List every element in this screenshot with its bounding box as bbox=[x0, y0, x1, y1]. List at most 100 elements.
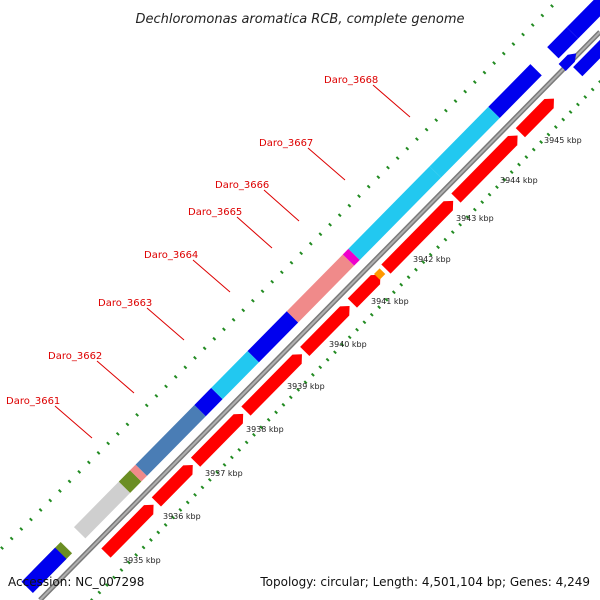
outer-tick bbox=[328, 222, 332, 227]
outer-tick bbox=[250, 298, 255, 303]
scale-tick bbox=[325, 357, 330, 362]
outer-tick bbox=[231, 317, 236, 322]
cds-track bbox=[101, 39, 600, 558]
kbp-tick-label: 3940 kbp bbox=[329, 340, 367, 349]
scale-tick bbox=[546, 132, 551, 137]
genome-summary-text: Topology: circular; Length: 4,501,104 bp… bbox=[259, 575, 590, 589]
scale-tick bbox=[355, 327, 359, 332]
scale-tick bbox=[119, 568, 124, 572]
kbp-tick-label: 3939 kbp bbox=[287, 382, 325, 391]
outer-tick bbox=[135, 412, 139, 417]
cds-arrow bbox=[515, 98, 554, 138]
scale-tick bbox=[502, 177, 507, 182]
scale-tick bbox=[576, 102, 580, 107]
outer-tick bbox=[540, 13, 545, 18]
outer-tick bbox=[308, 241, 313, 246]
scale-tick bbox=[524, 155, 529, 159]
outer-tick bbox=[415, 137, 419, 142]
scale-tick bbox=[480, 200, 485, 205]
outer-tick bbox=[115, 431, 120, 436]
gene-leader-line bbox=[54, 405, 93, 439]
scale-tick bbox=[237, 447, 242, 452]
gene-label: Daro_3663 bbox=[98, 298, 152, 309]
gene-labels: Daro_3661 Daro_3662 Daro_3663 Daro_3664 Daro… bbox=[6, 75, 411, 439]
scale-tick bbox=[185, 500, 190, 505]
scale-tick bbox=[340, 342, 345, 347]
scale-tick bbox=[274, 410, 278, 415]
outer-tick bbox=[463, 89, 468, 94]
scale-tick bbox=[97, 590, 102, 595]
scale-tick bbox=[391, 290, 396, 295]
scale-tick bbox=[126, 560, 131, 565]
scale-tick bbox=[509, 170, 514, 174]
scale-tick bbox=[90, 598, 94, 600]
gene-leader-line bbox=[263, 189, 300, 222]
scale-tick bbox=[450, 230, 455, 235]
scale-tick bbox=[296, 387, 301, 392]
scale-tick bbox=[193, 492, 197, 497]
gene-leader-line bbox=[192, 259, 231, 293]
scale-tick bbox=[553, 125, 558, 129]
outer-tick bbox=[173, 374, 178, 379]
outer-tick bbox=[144, 403, 149, 408]
outer-tick bbox=[395, 156, 400, 161]
outer-feature bbox=[348, 166, 441, 260]
scale-tick bbox=[384, 297, 389, 302]
outer-tick bbox=[337, 213, 342, 218]
outer-tick bbox=[19, 527, 24, 531]
kbp-scale-labels: 3935 kbp 3936 kbp 3937 kbp 3938 kbp 3939 kbp… bbox=[123, 136, 582, 565]
scale-tick bbox=[207, 477, 212, 482]
scale-tick bbox=[362, 320, 367, 325]
genome-backbone bbox=[38, 30, 600, 600]
scale-tick bbox=[156, 530, 161, 535]
scale-tick bbox=[406, 275, 411, 280]
kbp-tick-label: 3935 kbp bbox=[123, 556, 161, 565]
outer-feature bbox=[211, 351, 259, 400]
outer-tick bbox=[106, 441, 111, 446]
outer-tick bbox=[366, 184, 371, 189]
outer-tick bbox=[260, 289, 265, 294]
scale-tick bbox=[266, 417, 271, 422]
outer-tick bbox=[193, 355, 197, 360]
kbp-tick-label: 3945 kbp bbox=[544, 136, 582, 145]
outer-tick bbox=[29, 517, 33, 522]
scale-tick bbox=[222, 462, 227, 467]
kbp-tick-label: 3941 kbp bbox=[371, 297, 409, 306]
cds-arrow-blue bbox=[558, 53, 577, 72]
scale-tick bbox=[443, 237, 448, 242]
outer-feature bbox=[488, 64, 542, 118]
outer-tick bbox=[347, 203, 352, 208]
outer-feature bbox=[247, 311, 299, 363]
cds-arrow-blue bbox=[573, 39, 600, 77]
outer-feature bbox=[429, 106, 500, 178]
kbp-tick-label: 3936 kbp bbox=[163, 512, 201, 521]
outer-tick bbox=[405, 146, 410, 151]
outer-tick bbox=[67, 479, 72, 484]
outer-tick bbox=[202, 346, 207, 351]
scale-tick bbox=[104, 583, 109, 587]
scale-tick bbox=[421, 260, 426, 265]
cds-arrow bbox=[101, 504, 154, 558]
scale-tick bbox=[148, 538, 153, 542]
outer-tick bbox=[550, 4, 554, 8]
scale-tick bbox=[141, 545, 146, 550]
outer-feature-track bbox=[21, 0, 600, 593]
outer-tick bbox=[472, 80, 477, 84]
cds-arrow bbox=[451, 135, 518, 203]
scale-tick bbox=[568, 110, 573, 114]
outer-tick bbox=[270, 279, 275, 284]
scale-tick bbox=[472, 207, 477, 212]
cds-arrow bbox=[190, 413, 244, 467]
outer-tick bbox=[511, 42, 516, 46]
kbp-tick-label: 3937 kbp bbox=[205, 469, 243, 478]
outer-tick bbox=[453, 99, 458, 103]
scale-tick bbox=[495, 185, 499, 190]
scale-tick bbox=[531, 147, 536, 152]
outer-tick bbox=[424, 127, 429, 132]
outer-feature bbox=[129, 464, 147, 482]
map-title: Dechloromonas aromatica RCB, complete ge… bbox=[135, 12, 464, 27]
outer-feature bbox=[73, 481, 131, 539]
gene-leader-line bbox=[236, 216, 273, 249]
gene-label: Daro_3666 bbox=[215, 180, 269, 191]
